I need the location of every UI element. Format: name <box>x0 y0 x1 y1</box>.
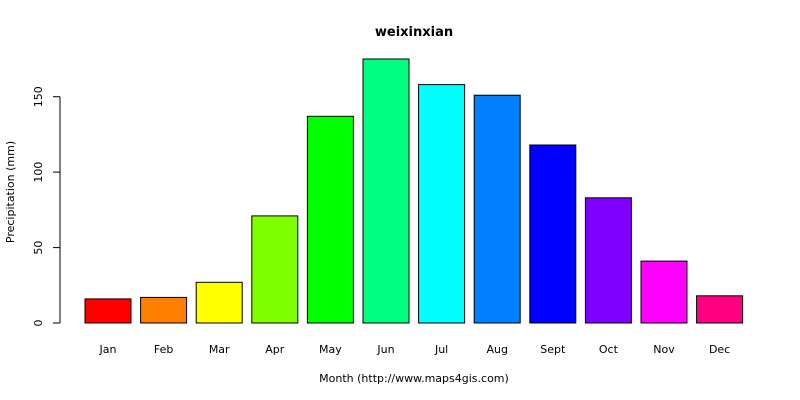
x-tick-label: Jun <box>376 343 394 356</box>
bar-jan <box>84 298 132 324</box>
bar-nov <box>640 260 688 324</box>
x-tick-label: Dec <box>709 343 730 356</box>
bar-oct <box>584 197 632 324</box>
x-tick-label: Oct <box>599 343 619 356</box>
y-tick-label: 50 <box>32 241 45 255</box>
bar-feb <box>140 296 188 324</box>
x-tick-label: Mar <box>209 343 230 356</box>
bar-apr <box>251 215 299 324</box>
x-tick-labels: Jan Feb Mar Apr May Jun Jul Aug Sept Oct Nov Dec <box>99 343 731 356</box>
bar-aug <box>473 94 521 324</box>
bar-may <box>306 115 354 324</box>
y-tick-label: 0 <box>32 320 45 327</box>
x-tick-label: Nov <box>653 343 675 356</box>
bar-mar <box>195 281 243 324</box>
bars-group <box>84 58 744 324</box>
x-tick-label: Apr <box>265 343 285 356</box>
y-axis-label: Precipitation (mm) <box>4 141 17 243</box>
x-tick-label: May <box>319 343 342 356</box>
x-axis-label: Month (http://www.maps4gis.com) <box>319 372 509 385</box>
bar-jul <box>418 84 466 324</box>
x-tick-label: Jan <box>99 343 117 356</box>
chart-title: weixinxian <box>375 25 453 40</box>
x-tick-label: Feb <box>154 343 173 356</box>
bar-sept <box>529 144 577 324</box>
bar-jun <box>362 58 410 324</box>
y-tick-label: 100 <box>32 162 45 183</box>
bar-dec <box>696 295 744 324</box>
y-tick-label: 150 <box>32 86 45 107</box>
x-tick-label: Jul <box>434 343 448 356</box>
x-tick-label: Sept <box>540 343 566 356</box>
x-tick-label: Aug <box>486 343 507 356</box>
y-axis: 0 50 100 150 <box>32 86 61 327</box>
